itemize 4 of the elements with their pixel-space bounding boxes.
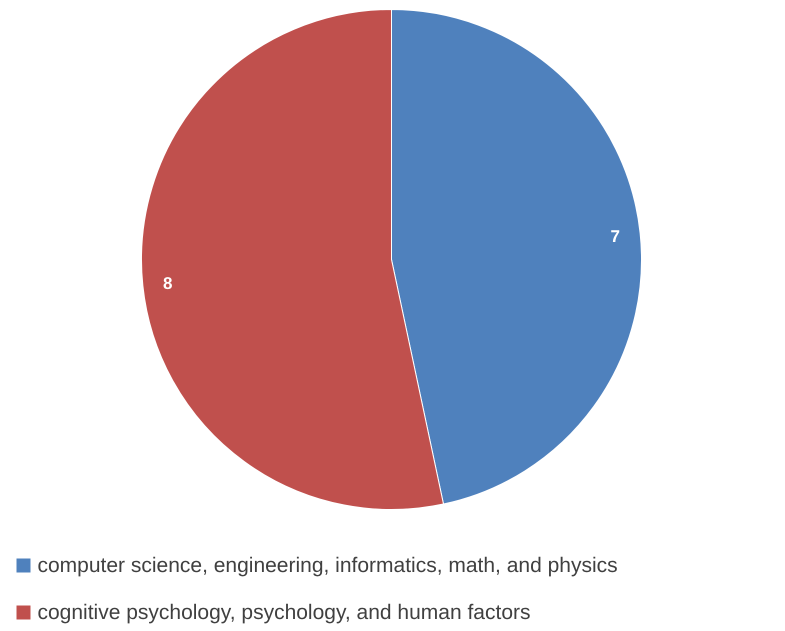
legend-label: cognitive psychology, psychology, and human factors xyxy=(38,601,530,624)
data-label: 7 xyxy=(610,226,620,246)
data-label: 8 xyxy=(163,274,172,294)
legend-label: computer science, engineering, informatics, math, and physics xyxy=(38,554,618,577)
